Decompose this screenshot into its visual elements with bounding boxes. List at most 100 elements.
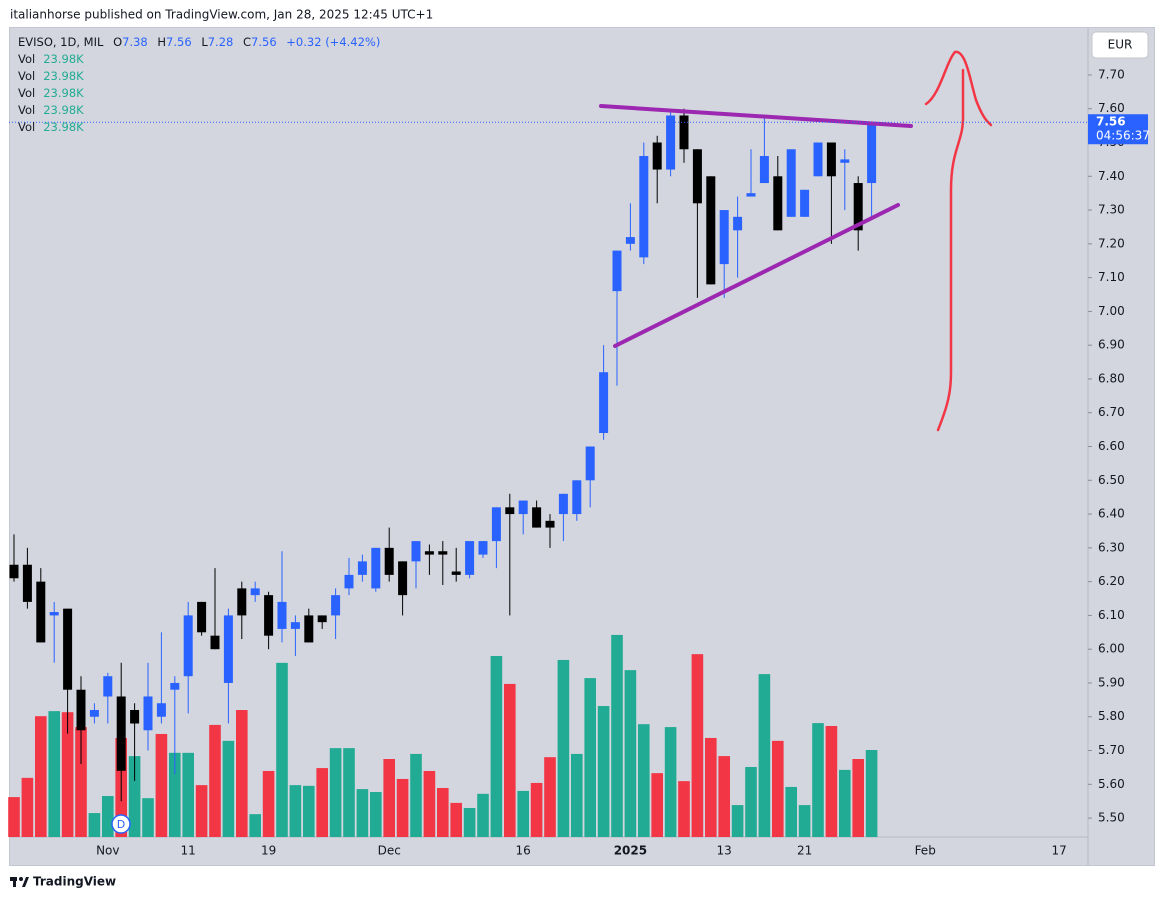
legend-volume: Vol 23.98K (18, 102, 380, 119)
y-tick-label: 5.90 (1098, 675, 1125, 689)
event-marker-label[interactable]: D (117, 818, 125, 831)
volume-bar (651, 773, 663, 837)
candle-body (867, 122, 877, 184)
candle-body (505, 507, 515, 515)
candle-body (290, 622, 300, 629)
x-tick-label: 13 (717, 844, 732, 858)
y-tick-label: 6.50 (1098, 473, 1125, 487)
volume-bar (504, 683, 516, 837)
y-tick-label: 7.40 (1098, 169, 1125, 183)
volume-bar (825, 725, 838, 837)
candle-body (719, 210, 729, 265)
candle-body (89, 709, 99, 717)
volume-bar (262, 770, 275, 837)
candle-body (304, 615, 314, 643)
volume-value: 23.98K (43, 120, 84, 134)
event-marker[interactable] (111, 814, 131, 834)
ohlc-value: 7.38 (122, 35, 148, 49)
candle-body (250, 588, 260, 596)
candle-body (840, 159, 850, 163)
x-tick-label: 11 (181, 844, 196, 858)
currency-button[interactable] (1091, 31, 1149, 59)
volume-bar (343, 748, 355, 837)
volume-name: Vol (18, 120, 36, 134)
candle-body (49, 612, 59, 616)
y-tick-label: 7.70 (1098, 67, 1125, 81)
candle-body (746, 193, 756, 197)
y-tick-label: 5.70 (1098, 743, 1125, 757)
candle-body (558, 493, 568, 515)
volume-bar (128, 756, 141, 837)
candle-body (237, 588, 247, 616)
y-tick-label: 6.90 (1098, 338, 1125, 352)
volume-bar (584, 678, 596, 837)
candle-body (344, 574, 354, 589)
candle-body (491, 507, 501, 542)
volume-bar (195, 785, 208, 837)
candle-body (103, 676, 113, 697)
volume-bar (289, 785, 302, 837)
candle-body (733, 216, 743, 231)
volume-value: 23.98K (43, 69, 84, 83)
candle-body (451, 571, 461, 575)
volume-bar (705, 737, 717, 837)
legend-volume: Vol 23.98K (18, 119, 380, 136)
ohlc-value: 7.56 (251, 35, 277, 49)
volume-bar (611, 634, 623, 837)
volume-bar (316, 768, 328, 837)
volume-bar (182, 752, 194, 837)
volume-bar (624, 670, 637, 837)
volume-name: Vol (18, 103, 36, 117)
volume-bar (798, 805, 811, 837)
volume-bar (517, 790, 529, 837)
x-tick-label: 17 (1052, 844, 1067, 858)
candle-body (156, 703, 166, 717)
candle-body (424, 551, 434, 555)
volume-bar (557, 659, 570, 837)
candle-body (264, 595, 274, 636)
volume-bar (785, 786, 797, 837)
candle-body (599, 372, 609, 434)
volume-bar (155, 733, 168, 837)
volume-bar (490, 655, 503, 837)
volume-bar (812, 723, 824, 837)
legend-volume: Vol 23.98K (18, 68, 380, 85)
countdown: 04:56:37 (1096, 129, 1150, 143)
volume-bar (664, 727, 677, 837)
volume-bar (88, 813, 101, 837)
logo-part (19, 877, 23, 881)
ohlc-letter: H (157, 35, 167, 49)
candle-body (465, 541, 475, 575)
symbol: EVISO, 1D, MIL (18, 35, 104, 49)
y-tick-label: 6.60 (1098, 439, 1125, 453)
y-tick-label: 5.50 (1098, 811, 1125, 825)
candle-body (585, 446, 595, 481)
volume-bar (276, 662, 288, 837)
volume-bar (638, 724, 650, 837)
x-tick-label: 21 (797, 844, 812, 858)
brand: TradingView (10, 875, 116, 889)
candle-body (411, 541, 421, 562)
volume-bar (437, 788, 449, 837)
candle-body (9, 564, 19, 579)
currency[interactable]: EUR (1108, 38, 1133, 52)
candle-body (692, 149, 702, 204)
volume-value: 23.98K (43, 86, 84, 100)
logo-part (22, 877, 29, 887)
volume-bar (102, 796, 114, 837)
candle-body (478, 541, 488, 555)
candle-body (639, 156, 649, 258)
volume-bar (356, 789, 369, 837)
y-tick-label: 6.00 (1098, 642, 1125, 656)
legend-volume: Vol 23.98K (18, 51, 380, 68)
candle-body (63, 608, 73, 690)
candle-body (331, 595, 341, 616)
x-tick-label: 19 (261, 844, 276, 858)
volume-bar (142, 798, 154, 837)
volume-bar (48, 711, 60, 837)
ohlc-value: 7.28 (207, 35, 234, 49)
candle-body (826, 142, 836, 177)
candle-body (759, 156, 769, 184)
candle-body (371, 547, 381, 589)
